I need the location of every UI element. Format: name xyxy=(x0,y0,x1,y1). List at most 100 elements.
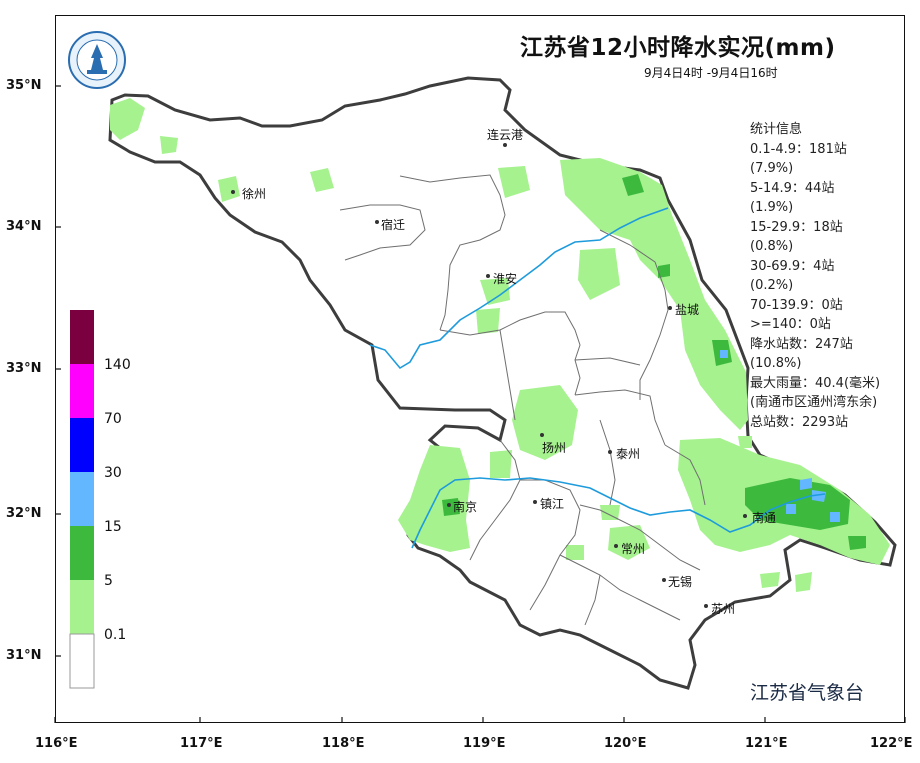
rain-patch xyxy=(218,176,240,202)
city-label-suzhou: 苏州 xyxy=(711,602,736,616)
lon-label: 122°E xyxy=(870,736,913,751)
lon-label: 120°E xyxy=(604,736,647,751)
legend-label: 0.1 xyxy=(104,627,127,643)
province-outline xyxy=(108,76,897,690)
lat-label: 34°N xyxy=(6,219,42,234)
legend-swatch-30 xyxy=(70,418,94,472)
city-dot xyxy=(743,514,747,518)
boundary-line xyxy=(664,444,706,506)
rain-patch xyxy=(442,498,460,516)
legend-swatch-0_1 xyxy=(70,580,94,634)
rain-patch xyxy=(560,158,748,430)
stats-line: >=140：0站 xyxy=(750,317,831,332)
boundary-line xyxy=(599,229,669,400)
rain-light-blue xyxy=(720,350,840,522)
stats-line: (南通市区通州湾东余) xyxy=(750,395,878,410)
lon-label: 118°E xyxy=(322,736,365,751)
legend-swatch-5 xyxy=(70,526,94,580)
boundary-line xyxy=(520,479,581,611)
boundary-line xyxy=(559,554,681,621)
stats-line: 5-14.9：44站 xyxy=(750,180,835,196)
stats-line: 降水站数：247站 xyxy=(750,336,853,352)
rain-patch xyxy=(795,572,812,592)
meteorological-logo xyxy=(68,31,126,89)
city-label-taizhou: 泰州 xyxy=(616,447,641,461)
city-label-yancheng: 盐城 xyxy=(675,303,700,317)
stats-line: 0.1-4.9：181站 xyxy=(750,141,847,157)
rain-patch xyxy=(160,136,178,154)
stats-line: (7.9%) xyxy=(750,161,794,176)
boundary-line xyxy=(499,329,516,421)
city-boundaries xyxy=(339,174,706,626)
rain-patch xyxy=(490,450,512,478)
city-label-nanjing: 南京 xyxy=(453,500,478,514)
rain-patch xyxy=(110,98,145,140)
boundary-line xyxy=(579,504,701,571)
city-dot xyxy=(447,503,451,507)
river-yangtze xyxy=(411,477,826,549)
boundary-line xyxy=(584,574,601,626)
rain-patch xyxy=(848,536,866,550)
rain-patch xyxy=(800,478,812,490)
boundary-line xyxy=(339,204,426,261)
legend-swatch-0 xyxy=(69,633,95,689)
city-label-suqian: 宿迁 xyxy=(381,218,406,232)
rain-patch xyxy=(498,166,530,198)
stats-line: (0.8%) xyxy=(750,239,794,254)
city-dot xyxy=(668,306,672,310)
rain-patch xyxy=(480,278,510,305)
rain-patch xyxy=(608,525,650,560)
legend-bar xyxy=(69,310,95,689)
boundary-line xyxy=(599,419,616,506)
stats-line: 15-29.9：18站 xyxy=(750,219,843,235)
boundary-line xyxy=(399,174,506,331)
legend-label: 70 xyxy=(104,411,122,427)
city-dots xyxy=(231,143,747,608)
rain-patch xyxy=(812,490,826,502)
city-dot xyxy=(662,578,666,582)
stats-line: (10.8%) xyxy=(750,356,802,371)
legend-label: 15 xyxy=(104,519,122,535)
city-dot xyxy=(608,450,612,454)
city-dot xyxy=(375,220,379,224)
city-dot xyxy=(704,604,708,608)
lon-label: 121°E xyxy=(745,736,788,751)
rain-patch xyxy=(600,505,620,520)
city-label-lianyungang: 连云港 xyxy=(487,128,524,142)
boundary-line xyxy=(439,311,581,396)
axis-ticks xyxy=(54,85,906,723)
city-dot xyxy=(503,143,507,147)
lat-label: 33°N xyxy=(6,361,42,376)
legend-swatch-70 xyxy=(70,364,94,418)
lat-label: 31°N xyxy=(6,648,42,663)
lat-label: 35°N xyxy=(6,78,42,93)
city-label-wuxi: 无锡 xyxy=(668,575,693,589)
city-label-zhenjiang: 镇江 xyxy=(540,497,565,511)
legend-label: 5 xyxy=(104,573,113,589)
city-label-xuzhou: 徐州 xyxy=(242,187,267,201)
stats-line: 70-139.9：0站 xyxy=(750,297,843,313)
city-dot xyxy=(540,433,544,437)
stats-line: (1.9%) xyxy=(750,200,794,215)
rain-patch xyxy=(786,504,796,514)
lon-label: 116°E xyxy=(35,736,78,751)
rain-patch xyxy=(398,445,470,552)
city-label-nantong: 南通 xyxy=(752,511,777,525)
statistics-panel: 统计信息 0.1-4.9：181站 (7.9%) 5-14.9：44站 (1.9… xyxy=(750,120,890,432)
map-title: 江苏省12小时降水实况(mm) xyxy=(520,35,836,61)
stats-line: 最大雨量：40.4(毫米) xyxy=(750,375,881,391)
lon-label: 117°E xyxy=(180,736,223,751)
rain-patch xyxy=(745,478,850,530)
rain-patch xyxy=(512,385,578,460)
boundary-line xyxy=(469,439,521,561)
city-label-yangzhou: 扬州 xyxy=(542,441,567,455)
agency-label: 江苏省气象台 xyxy=(750,682,865,704)
stats-line: (0.2%) xyxy=(750,278,794,293)
stats-line: 统计信息 xyxy=(750,122,803,137)
city-dot xyxy=(614,544,618,548)
boundary-line xyxy=(574,357,641,366)
rain-patch xyxy=(830,512,840,522)
stats-line: 30-69.9：4站 xyxy=(750,258,835,274)
city-label-huaian: 淮安 xyxy=(493,272,518,286)
